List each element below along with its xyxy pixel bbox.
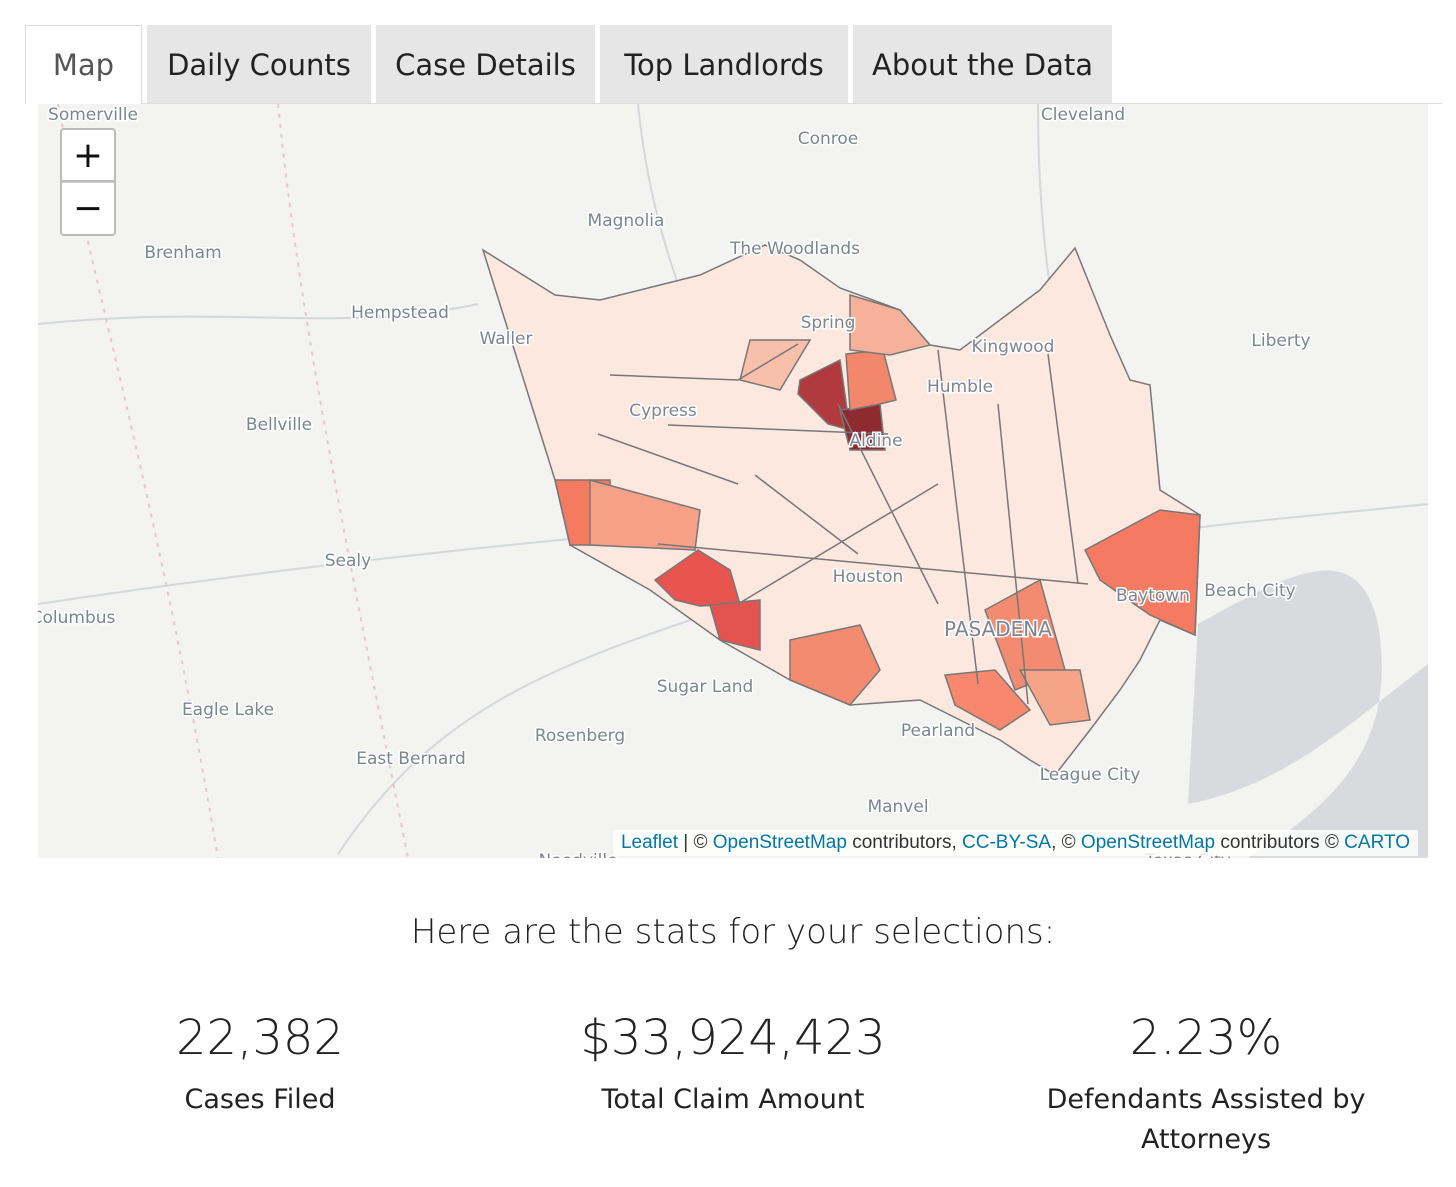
- place-label: League City: [1040, 765, 1141, 785]
- attribution-link[interactable]: CC-BY-SA: [962, 832, 1052, 853]
- stat: 2.23% Defendants Assisted by Attorneys: [1006, 1010, 1406, 1160]
- place-label: Beach City: [1204, 581, 1295, 601]
- tab-underline: [142, 103, 1442, 104]
- place-label: Waller: [479, 329, 532, 349]
- place-label: Manvel: [867, 797, 928, 817]
- place-label: Somerville: [48, 105, 138, 125]
- stat-value: 22,382: [176, 1010, 344, 1066]
- place-label: Pearland: [901, 721, 975, 741]
- bay-water: [1188, 570, 1428, 858]
- zoom-in-button[interactable]: +: [60, 128, 116, 182]
- place-label: Baytown: [1116, 586, 1190, 606]
- attribution-text: | ©: [678, 832, 713, 853]
- tab[interactable]: Top Landlords: [600, 25, 848, 104]
- place-label: Kingwood: [972, 337, 1055, 357]
- stat-label: Cases Filed: [184, 1084, 336, 1115]
- attribution-text: contributors,: [846, 832, 963, 853]
- map-canvas: Somerville Cleveland Conroe Magnolia Brenham…: [38, 104, 1428, 858]
- place-label: Brenham: [144, 243, 221, 263]
- stat-label: Defendants Assisted by Attorneys: [1046, 1084, 1366, 1155]
- choropleth: [481, 244, 1201, 776]
- place-label: Hempstead: [351, 303, 449, 323]
- stats-heading: Here are the stats for your selections:: [410, 912, 1056, 952]
- tab[interactable]: About the Data: [853, 25, 1112, 104]
- map[interactable]: Somerville Cleveland Conroe Magnolia Brenham…: [38, 104, 1428, 858]
- attribution-link[interactable]: Leaflet: [620, 832, 678, 853]
- place-label: PASADENA: [944, 617, 1052, 641]
- place-label: Houston: [833, 567, 904, 587]
- place-label: Bellville: [246, 415, 312, 435]
- place-label: Sugar Land: [657, 677, 754, 697]
- place-label: Columbus: [38, 608, 116, 628]
- place-label: Sealy: [325, 551, 371, 571]
- attribution-link[interactable]: OpenStreetMap: [712, 832, 847, 853]
- place-label: Humble: [927, 377, 993, 397]
- place-label: Magnolia: [588, 211, 665, 231]
- place-label: Eagle Lake: [182, 700, 274, 720]
- tab[interactable]: Map: [25, 25, 142, 104]
- attribution-link[interactable]: CARTO: [1344, 832, 1410, 853]
- place-label: Aldine: [849, 431, 902, 451]
- zoom-out-button[interactable]: −: [60, 182, 116, 236]
- attribution: Leaflet | © OpenStreetMap contributors, …: [612, 830, 1418, 856]
- place-label: Rosenberg: [535, 726, 625, 746]
- place-label: Liberty: [1251, 331, 1310, 351]
- place-label: East Bernard: [356, 749, 466, 769]
- place-label: Conroe: [798, 129, 859, 149]
- attribution-text: , ©: [1051, 832, 1081, 853]
- stat-value: $33,924,423: [580, 1010, 886, 1066]
- stat-value: 2.23%: [1129, 1010, 1283, 1066]
- stat-label: Total Claim Amount: [601, 1084, 865, 1115]
- place-label: The Woodlands: [729, 239, 860, 259]
- place-label: Cleveland: [1041, 105, 1125, 125]
- place-label: Spring: [801, 313, 856, 333]
- place-label: Cypress: [629, 401, 697, 421]
- tab[interactable]: Daily Counts: [147, 25, 371, 104]
- stat: 22,382 Cases Filed: [60, 1010, 460, 1120]
- attribution-link[interactable]: OpenStreetMap: [1080, 832, 1216, 853]
- attribution-text: contributors ©: [1215, 832, 1345, 853]
- place-label: Needville: [538, 851, 617, 858]
- tab[interactable]: Case Details: [376, 25, 595, 104]
- stat: $33,924,423 Total Claim Amount: [533, 1010, 933, 1120]
